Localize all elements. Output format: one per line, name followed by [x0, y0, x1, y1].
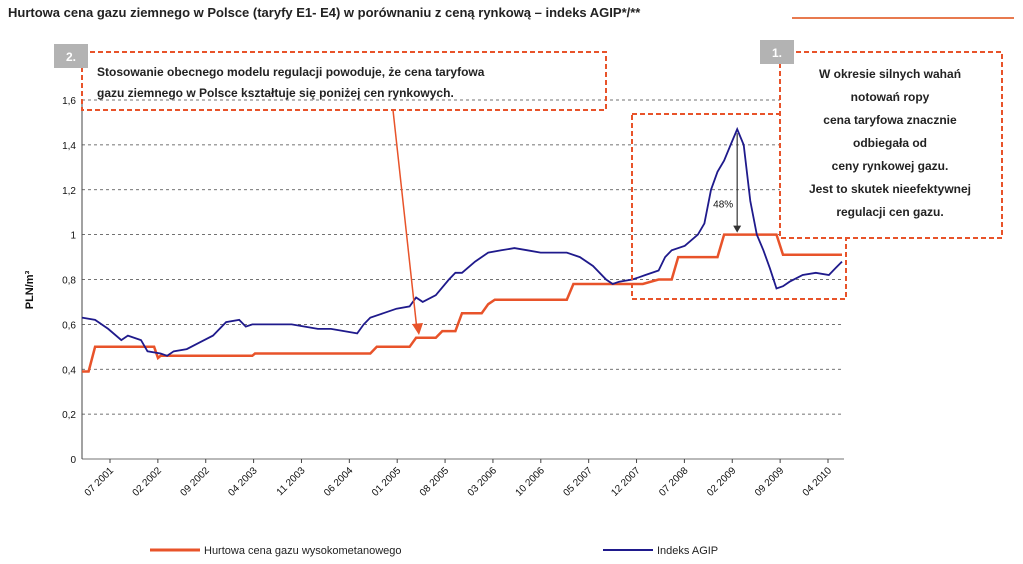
title-rule [792, 17, 1014, 19]
x-tick-label: 09 2009 [753, 465, 787, 499]
y-axis: 0 0,2 0,4 0,6 0,8 1 1,2 1,4 1,6 [62, 96, 76, 466]
annotation-2-arrow [392, 109, 418, 331]
series-line-tariff [82, 233, 842, 373]
x-tick-label: 10 2006 [514, 465, 548, 499]
annotation-1-line-5: ceny rynkowej gazu. [832, 159, 949, 173]
x-tick-label: 05 2007 [561, 465, 595, 499]
x-tick-label: 09 2002 [179, 465, 213, 499]
y-tick-label: 1,4 [62, 141, 76, 152]
annotation-box-2 [81, 51, 607, 111]
x-tick-label: 08 2005 [418, 465, 452, 499]
y-tick-label: 0,8 [62, 276, 76, 287]
y-tick-label: 0,2 [62, 410, 76, 421]
annotation-1-line-2: notowań ropy [851, 90, 930, 104]
x-tick-label: 06 2004 [322, 465, 356, 499]
x-tick-label: 07 2008 [657, 465, 691, 499]
legend-label-tariff: Hurtowa cena gazu wysokometanowego [204, 545, 402, 557]
gap-arrowhead [733, 225, 742, 233]
x-tick-label: 04 2003 [226, 465, 260, 499]
annotation-box-1 [779, 51, 1003, 239]
annotation-badge-1-label: 1. [772, 46, 782, 60]
annotation-1-line-7: regulacji cen gazu. [836, 205, 943, 219]
x-tick-label: 07 2001 [83, 465, 117, 499]
x-tick-label: 03 2006 [466, 465, 500, 499]
gap-label: 48% [713, 200, 733, 211]
grid [81, 99, 844, 460]
annotation-2-arrowhead [412, 323, 423, 335]
y-tick-label: 1,2 [62, 186, 76, 197]
annotation-2-line-2: gazu ziemnego w Polsce kształtuje się po… [97, 86, 454, 100]
annotation-1-line-6: Jest to skutek nieefektywnej [809, 182, 971, 196]
annotation-1-line-1: W okresie silnych wahań [819, 67, 961, 81]
annotation-2-line-1: Stosowanie obecnego modelu regulacji pow… [97, 65, 485, 79]
annotation-badge-1 [760, 40, 794, 64]
x-tick-label: 11 2003 [275, 465, 308, 498]
x-tick-label: 12 2007 [609, 465, 643, 499]
annotation-badge-2 [54, 44, 88, 68]
x-tick-label: 04 2010 [801, 465, 835, 499]
x-tick-label: 01 2005 [370, 465, 404, 499]
y-tick-label: 1 [70, 231, 76, 242]
annotation-badge-2-label: 2. [66, 50, 76, 64]
annotation-1-line-3: cena taryfowa znacznie [823, 113, 957, 127]
series-line-agip [81, 126, 843, 357]
x-tick-label: 02 2002 [131, 465, 165, 499]
chart-title: Hurtowa cena gazu ziemnego w Polsce (tar… [8, 5, 641, 20]
x-tick-label: 02 2009 [705, 465, 739, 499]
y-tick-label: 0,6 [62, 320, 76, 331]
y-tick-label: 0 [70, 455, 76, 466]
x-axis: 07 2001 02 2002 09 2002 04 2003 11 2003 06 20… [83, 459, 835, 499]
y-tick-label: 1,6 [62, 96, 76, 107]
annotation-1-line-4: odbiegała od [853, 136, 927, 150]
legend-label-agip: Indeks AGIP [657, 545, 718, 557]
y-tick-label: 0,4 [62, 365, 76, 376]
y-axis-label: PLN/m³ [24, 270, 36, 309]
